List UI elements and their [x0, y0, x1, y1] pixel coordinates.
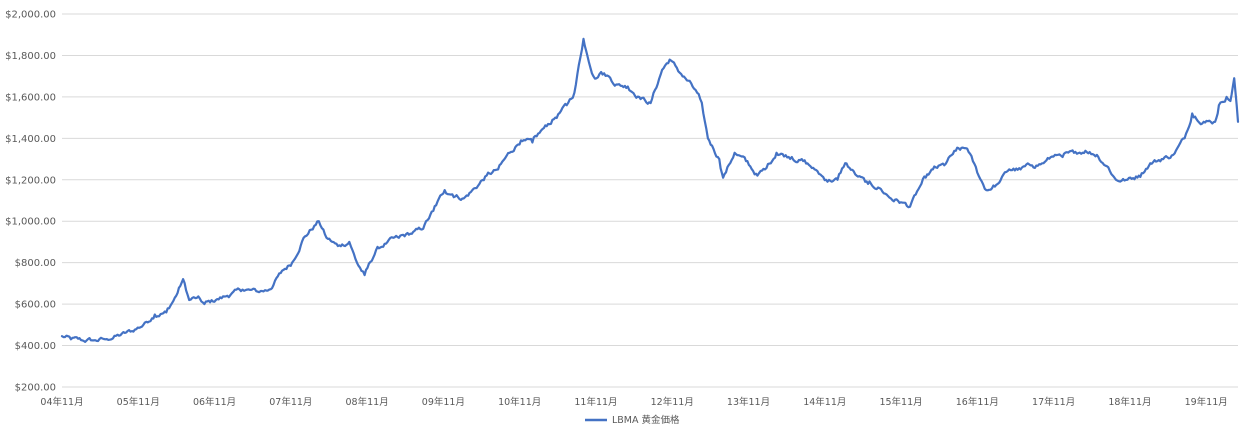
- y-tick-label: $1,800.00: [5, 51, 56, 62]
- x-tick-label: 11年11月: [574, 396, 617, 408]
- x-tick-label: 13年11月: [727, 396, 770, 408]
- x-tick-label: 19年11月: [1185, 396, 1228, 408]
- x-tick-label: 12年11月: [651, 396, 694, 408]
- y-tick-label: $1,600.00: [5, 92, 56, 103]
- x-tick-label: 17年11月: [1032, 396, 1075, 408]
- x-tick-label: 08年11月: [346, 396, 389, 408]
- x-tick-label: 06年11月: [193, 396, 236, 408]
- legend: LBMA 黄金価格: [585, 414, 680, 426]
- y-tick-label: $2,000.00: [5, 10, 56, 21]
- y-tick-label: $1,400.00: [5, 134, 56, 145]
- x-tick-label: 09年11月: [422, 396, 465, 408]
- x-tick-label: 16年11月: [956, 396, 999, 408]
- x-tick-label: 14年11月: [803, 396, 846, 408]
- legend-label: LBMA 黄金価格: [612, 414, 680, 426]
- y-axis-tick-labels: $200.00 $400.00 $600.00 $800.00 $1,000.00 $1,…: [5, 10, 56, 394]
- y-tick-label: $400.00: [15, 341, 56, 352]
- x-tick-label: 18年11月: [1108, 396, 1151, 408]
- x-tick-label: 10年11月: [498, 396, 541, 408]
- x-tick-label: 05年11月: [117, 396, 160, 408]
- series-layer: [60, 37, 1240, 343]
- x-tick-label: 04年11月: [40, 396, 83, 408]
- y-tick-label: $600.00: [15, 300, 56, 311]
- series-line: [60, 37, 1240, 343]
- x-tick-label: 15年11月: [879, 396, 922, 408]
- x-tick-label: 07年11月: [269, 396, 312, 408]
- y-tick-label: $200.00: [15, 383, 56, 394]
- y-tick-label: $1,200.00: [5, 175, 56, 186]
- gridlines: [62, 13, 1238, 388]
- x-axis-tick-labels: 04年11月 05年11月 06年11月 07年11月 08年11月 09年11月 10年1…: [40, 396, 1227, 408]
- y-tick-label: $800.00: [15, 258, 56, 269]
- y-tick-label: $1,000.00: [5, 217, 56, 228]
